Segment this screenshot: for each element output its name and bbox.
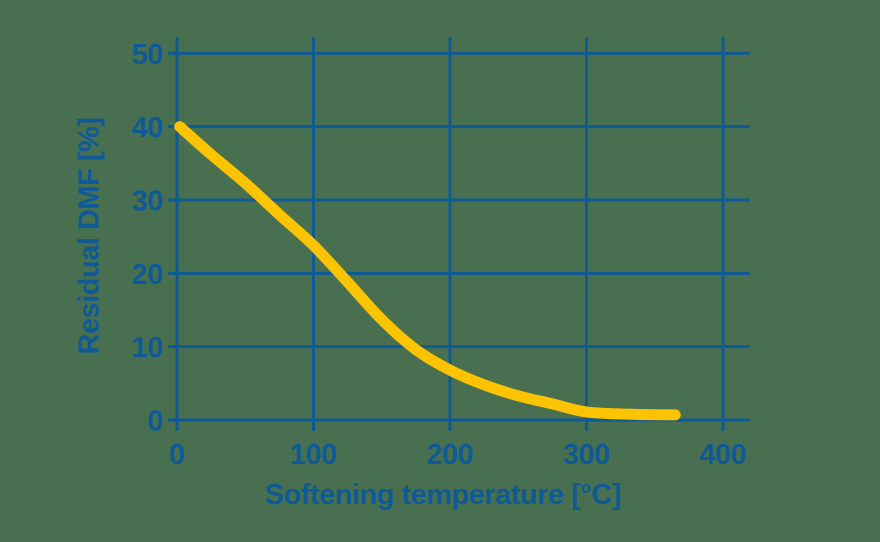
y-axis-title: Residual DMF [%] xyxy=(73,117,106,355)
y-tick-label-50: 50 xyxy=(132,39,163,71)
vertical-gridlines xyxy=(175,37,725,431)
x-tick-label-100: 100 xyxy=(290,439,337,471)
y-tick-label-10: 10 xyxy=(132,332,163,364)
x-tick-label-200: 200 xyxy=(427,439,474,471)
x-tick-label-0: 0 xyxy=(169,439,185,471)
x-tick-label-300: 300 xyxy=(563,439,610,471)
y-tick-labels: 0 10 20 30 40 50 xyxy=(132,39,164,438)
x-axis-title: Softening temperature [°C] xyxy=(264,479,622,511)
x-tick-labels: 0 100 200 300 400 xyxy=(169,439,747,471)
y-tick-label-0: 0 xyxy=(147,406,163,438)
x-tick-label-400: 400 xyxy=(700,439,747,471)
horizontal-gridlines xyxy=(168,51,750,422)
data-curve xyxy=(174,121,681,421)
y-tick-label-30: 30 xyxy=(132,185,163,217)
y-tick-label-40: 40 xyxy=(132,112,163,144)
y-tick-label-20: 20 xyxy=(132,259,163,291)
